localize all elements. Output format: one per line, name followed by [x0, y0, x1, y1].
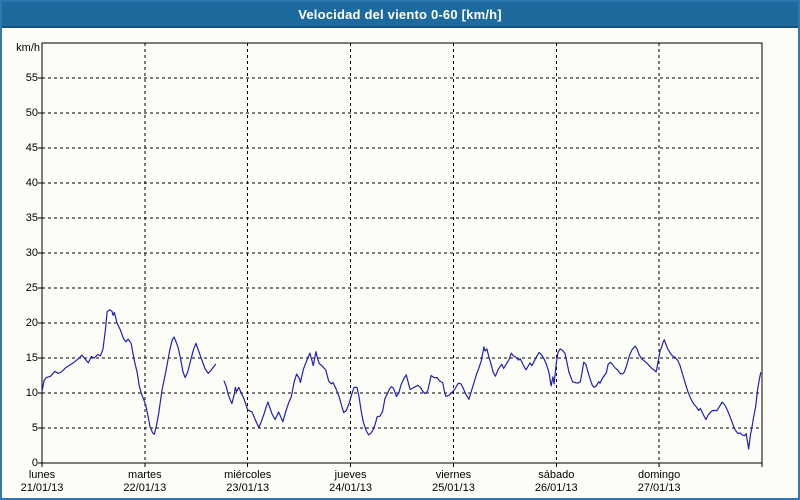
x-day-weekday: viernes [435, 469, 472, 481]
y-tick-label: 5 [31, 422, 38, 434]
y-axis-unit-label: km/h [16, 42, 40, 54]
y-tick-label: 20 [25, 317, 38, 329]
x-day-weekday: sábado [538, 469, 575, 481]
x-day-date: 25/01/13 [432, 482, 475, 494]
wind-speed-line [223, 339, 762, 450]
x-day-date: 26/01/13 [534, 482, 578, 494]
x-day-label: miércoles 23/01/13 [203, 469, 293, 495]
x-day-label: viernes 25/01/13 [408, 469, 498, 495]
x-day-date: 27/01/13 [637, 482, 681, 494]
x-day-weekday: jueves [334, 469, 367, 481]
y-tick-label: 35 [25, 212, 38, 224]
chart-title: Velocidad del viento 0-60 [km/h] [298, 6, 502, 22]
x-day-weekday: lunes [28, 469, 56, 481]
window-title-bar: Velocidad del viento 0-60 [km/h] [2, 2, 798, 28]
y-tick-label: 55 [25, 72, 38, 84]
x-day-label: martes 22/01/13 [100, 469, 190, 495]
x-day-weekday: miércoles [224, 469, 272, 481]
y-tick-label: 30 [25, 247, 38, 259]
y-tick-label: 45 [25, 142, 38, 154]
y-tick-label: 40 [25, 177, 38, 189]
x-day-weekday: martes [128, 469, 162, 481]
x-day-label: domingo 27/01/13 [614, 469, 704, 495]
x-day-label: sábado 26/01/13 [511, 469, 601, 495]
wind-speed-line [41, 309, 217, 435]
x-day-date: 23/01/13 [226, 482, 270, 494]
y-tick-label: 25 [25, 282, 38, 294]
plot-border [41, 42, 763, 464]
y-tick-label: 10 [25, 387, 38, 399]
x-day-date: 21/01/13 [20, 482, 64, 494]
y-tick-label: 0 [31, 457, 38, 469]
y-tick-label: 50 [25, 107, 38, 119]
x-day-date: 22/01/13 [123, 482, 167, 494]
y-tick-label: 15 [25, 352, 38, 364]
x-day-label: jueves 24/01/13 [306, 469, 396, 495]
x-day-weekday: domingo [638, 469, 681, 481]
x-day-label: lunes 21/01/13 [2, 469, 87, 495]
chart-region: km/h 0 5 10 15 20 25 30 35 40 45 50 55 lunes 21/01/1… [2, 30, 798, 498]
wind-speed-chart [38, 42, 763, 467]
x-day-date: 24/01/13 [329, 482, 372, 494]
